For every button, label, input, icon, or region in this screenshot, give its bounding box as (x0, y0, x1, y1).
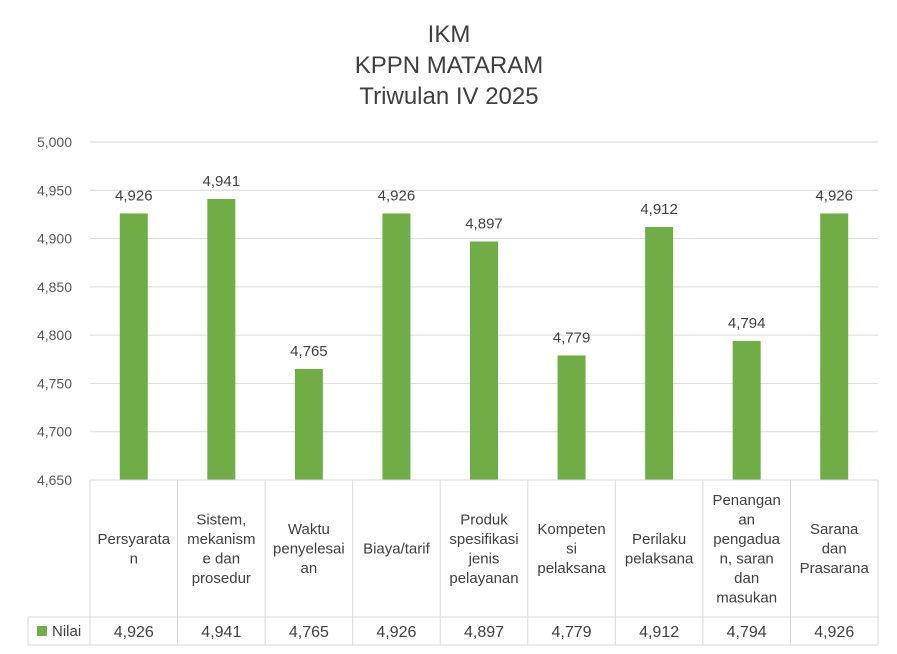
data-label: 4,897 (465, 215, 503, 232)
table-value: 4,941 (201, 624, 241, 641)
category-label-line: pelaksana (625, 550, 694, 567)
category-label-line: pelayanan (449, 570, 518, 587)
category-label-line: prosedur (192, 570, 251, 587)
category-label-line: masukan (716, 589, 777, 606)
category-label-line: Sarana (810, 521, 859, 538)
category-label: Penangan an pengadua n, saran dan masukan (712, 492, 780, 607)
category-label-line: Biaya/tarif (363, 541, 431, 558)
y-axis-ticks: 4,650 4,700 4,750 4,800 4,850 4,900 4,950 5,000 (37, 134, 72, 488)
table-value: 4,897 (464, 624, 504, 641)
data-label: 4,926 (378, 187, 416, 204)
y-tick-label: 4,800 (37, 327, 72, 343)
category-label-line: Penangan (712, 492, 780, 509)
category-label-line: dan (822, 541, 847, 558)
bar (294, 368, 323, 480)
table-value: 4,926 (114, 624, 154, 641)
y-tick-label: 4,750 (37, 375, 72, 391)
bar (119, 213, 148, 480)
category-label-line: n, saran (720, 550, 774, 567)
table-value: 4,912 (639, 624, 679, 641)
category-label-line: si (566, 541, 577, 558)
category-label-line: Prasarana (800, 560, 870, 577)
data-label: 4,926 (115, 187, 153, 204)
bar (207, 198, 236, 480)
category-label-line: Sistem, (196, 511, 246, 528)
data-labels: 4,926 4,941 4,765 4,926 4,897 4,779 4,912 4,794… (115, 173, 853, 360)
category-label-line: pengadua (713, 531, 780, 548)
category-label-line: jenis (468, 550, 500, 567)
category-label: Kompeten si pelaksana (537, 521, 606, 577)
bar (820, 213, 849, 480)
category-label-line: penyelesai (273, 541, 345, 558)
category-label: Perilaku pelaksana (625, 531, 694, 568)
legend-swatch (37, 626, 47, 636)
bars (119, 198, 849, 480)
table-value: 4,779 (552, 624, 592, 641)
category-label: Sistem, mekanism e dan prosedur (187, 511, 255, 587)
data-label: 4,912 (640, 201, 678, 218)
category-label-line: Produk (460, 511, 508, 528)
bar (645, 226, 674, 480)
bar (382, 213, 411, 480)
table-value: 4,926 (376, 624, 416, 641)
category-label-line: pelaksana (537, 560, 606, 577)
category-label-line: an (301, 560, 318, 577)
data-label: 4,779 (553, 329, 591, 346)
category-label: Persyarata n (98, 531, 171, 568)
title-line: Triwulan IV 2025 (359, 83, 538, 110)
data-label: 4,794 (728, 315, 766, 332)
category-label-line: spesifikasi (449, 531, 518, 548)
category-label-line: n (130, 550, 138, 567)
title-line: IKM (428, 21, 471, 48)
bar (557, 355, 586, 480)
data-label: 4,765 (290, 343, 328, 360)
category-label-line: an (738, 511, 755, 528)
category-label-line: dan (734, 570, 759, 587)
legend-series-name: Nilai (52, 623, 81, 640)
category-label: Biaya/tarif (363, 541, 431, 558)
y-tick-label: 4,700 (37, 424, 72, 440)
category-label-line: e dan (203, 550, 241, 567)
category-label-line: Kompeten (537, 521, 605, 538)
category-label-line: Perilaku (632, 531, 686, 548)
category-label: Waktu penyelesai an (273, 521, 345, 577)
category-label-line: mekanism (187, 531, 255, 548)
table-value: 4,926 (814, 624, 854, 641)
title-line: KPPN MATARAM (355, 52, 543, 79)
data-label: 4,941 (203, 173, 241, 190)
y-tick-label: 4,850 (37, 279, 72, 295)
data-label: 4,926 (815, 187, 853, 204)
table-value: 4,794 (727, 624, 767, 641)
bar (732, 340, 761, 480)
category-label-line: Persyarata (98, 531, 171, 548)
chart-title: IKM KPPN MATARAM Triwulan IV 2025 (355, 21, 543, 110)
bar (470, 241, 498, 480)
y-tick-label: 4,900 (37, 231, 72, 247)
category-label-line: Waktu (288, 521, 330, 538)
category-label: Sarana dan Prasarana (800, 521, 870, 577)
category-label: Produk spesifikasi jenis pelayanan (449, 511, 518, 587)
data-table: Persyarata n Sistem, mekanism e dan prosedur W… (27, 479, 879, 646)
y-tick-label: 4,650 (37, 472, 72, 488)
y-tick-label: 4,950 (37, 182, 72, 198)
table-value: 4,765 (289, 624, 329, 641)
y-tick-label: 5,000 (37, 134, 72, 150)
